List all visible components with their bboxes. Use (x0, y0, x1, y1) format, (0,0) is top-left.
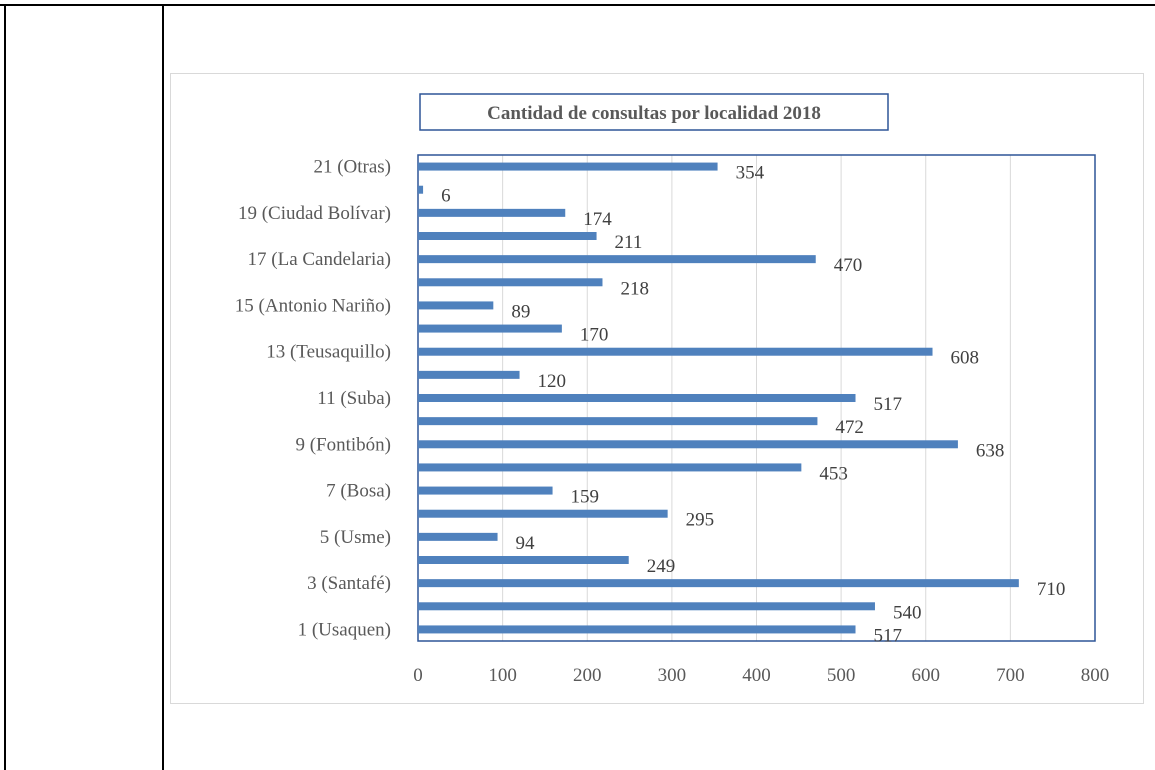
bar (418, 162, 718, 171)
category-label: 9 (Fontibón) (295, 434, 391, 455)
x-tick-label: 300 (658, 665, 687, 686)
x-tick-label: 600 (912, 665, 941, 686)
bar (418, 347, 933, 356)
data-label: 354 (736, 163, 765, 184)
category-label: 3 (Santafé) (307, 573, 391, 594)
bar (418, 255, 816, 264)
bar-chart: 5175407102499429515945363847251712060817… (235, 93, 1109, 686)
category-label: 21 (Otras) (313, 157, 391, 178)
bar (418, 232, 597, 240)
table-top-border (0, 4, 1155, 6)
bar (418, 301, 494, 310)
data-label: 638 (976, 440, 1005, 461)
data-label: 89 (511, 301, 530, 322)
bar (418, 185, 424, 194)
chart-title: Cantidad de consultas por localidad 2018 (487, 103, 821, 124)
table-column-divider (162, 4, 164, 770)
data-label: 517 (874, 394, 903, 415)
category-label: 7 (Bosa) (326, 481, 391, 502)
bar (418, 440, 958, 449)
data-label: 453 (819, 463, 848, 484)
category-label: 17 (La Candelaria) (248, 249, 391, 270)
data-label: 710 (1037, 579, 1066, 600)
data-label: 249 (647, 556, 676, 577)
x-tick-label: 100 (488, 665, 517, 686)
bar (418, 208, 566, 217)
bar (418, 625, 856, 634)
data-label: 94 (516, 533, 536, 554)
category-label: 15 (Antonio Nariño) (235, 295, 391, 316)
x-axis-ticks: 0 100 200 300 400 500 600 700 800 (413, 665, 1109, 686)
category-label: 5 (Usme) (320, 527, 391, 548)
category-label: 1 (Usaquen) (298, 619, 391, 640)
bar (418, 324, 562, 333)
data-label: 517 (874, 625, 903, 646)
bar (418, 278, 603, 287)
data-label: 540 (893, 602, 922, 623)
bar (418, 556, 629, 564)
bar (418, 579, 1019, 588)
data-label: 6 (441, 186, 451, 207)
table-left-border (4, 4, 6, 770)
chart-container: 517 540 710 249 94 295 159 453 638 472 517 120 608 17… (170, 73, 1144, 704)
data-label: 170 (580, 325, 609, 346)
data-label: 211 (615, 232, 643, 253)
x-tick-label: 0 (413, 665, 423, 686)
bar (418, 486, 553, 495)
category-label: 19 (Ciudad Bolívar) (238, 203, 391, 224)
chart-title-box (419, 93, 889, 131)
bar (418, 532, 498, 541)
data-label: 159 (571, 487, 600, 508)
data-labels: 5175407102499429515945363847251712060817… (441, 163, 1065, 647)
data-label: 295 (686, 510, 715, 531)
bar (418, 602, 875, 611)
data-label: 218 (620, 278, 649, 299)
bar (418, 394, 856, 402)
data-label: 470 (834, 255, 863, 276)
data-label: 608 (951, 348, 980, 369)
data-label: 174 (583, 209, 612, 230)
category-label: 13 (Teusaquillo) (266, 342, 391, 363)
bar (418, 463, 802, 472)
category-labels: 1 (Usaquen) 3 (Santafé) 5 (Usme) 7 (Bosa) 9 … (235, 157, 391, 641)
data-label: 120 (538, 371, 567, 392)
bars (418, 162, 1019, 634)
bar (418, 417, 818, 426)
x-tick-label: 800 (1081, 665, 1110, 686)
x-tick-label: 400 (742, 665, 771, 686)
data-label: 472 (835, 417, 864, 438)
x-tick-label: 500 (827, 665, 856, 686)
x-tick-label: 200 (573, 665, 602, 686)
x-tick-label: 700 (996, 665, 1025, 686)
bar (418, 509, 668, 518)
category-label: 11 (Suba) (317, 388, 391, 409)
bar (418, 370, 520, 379)
